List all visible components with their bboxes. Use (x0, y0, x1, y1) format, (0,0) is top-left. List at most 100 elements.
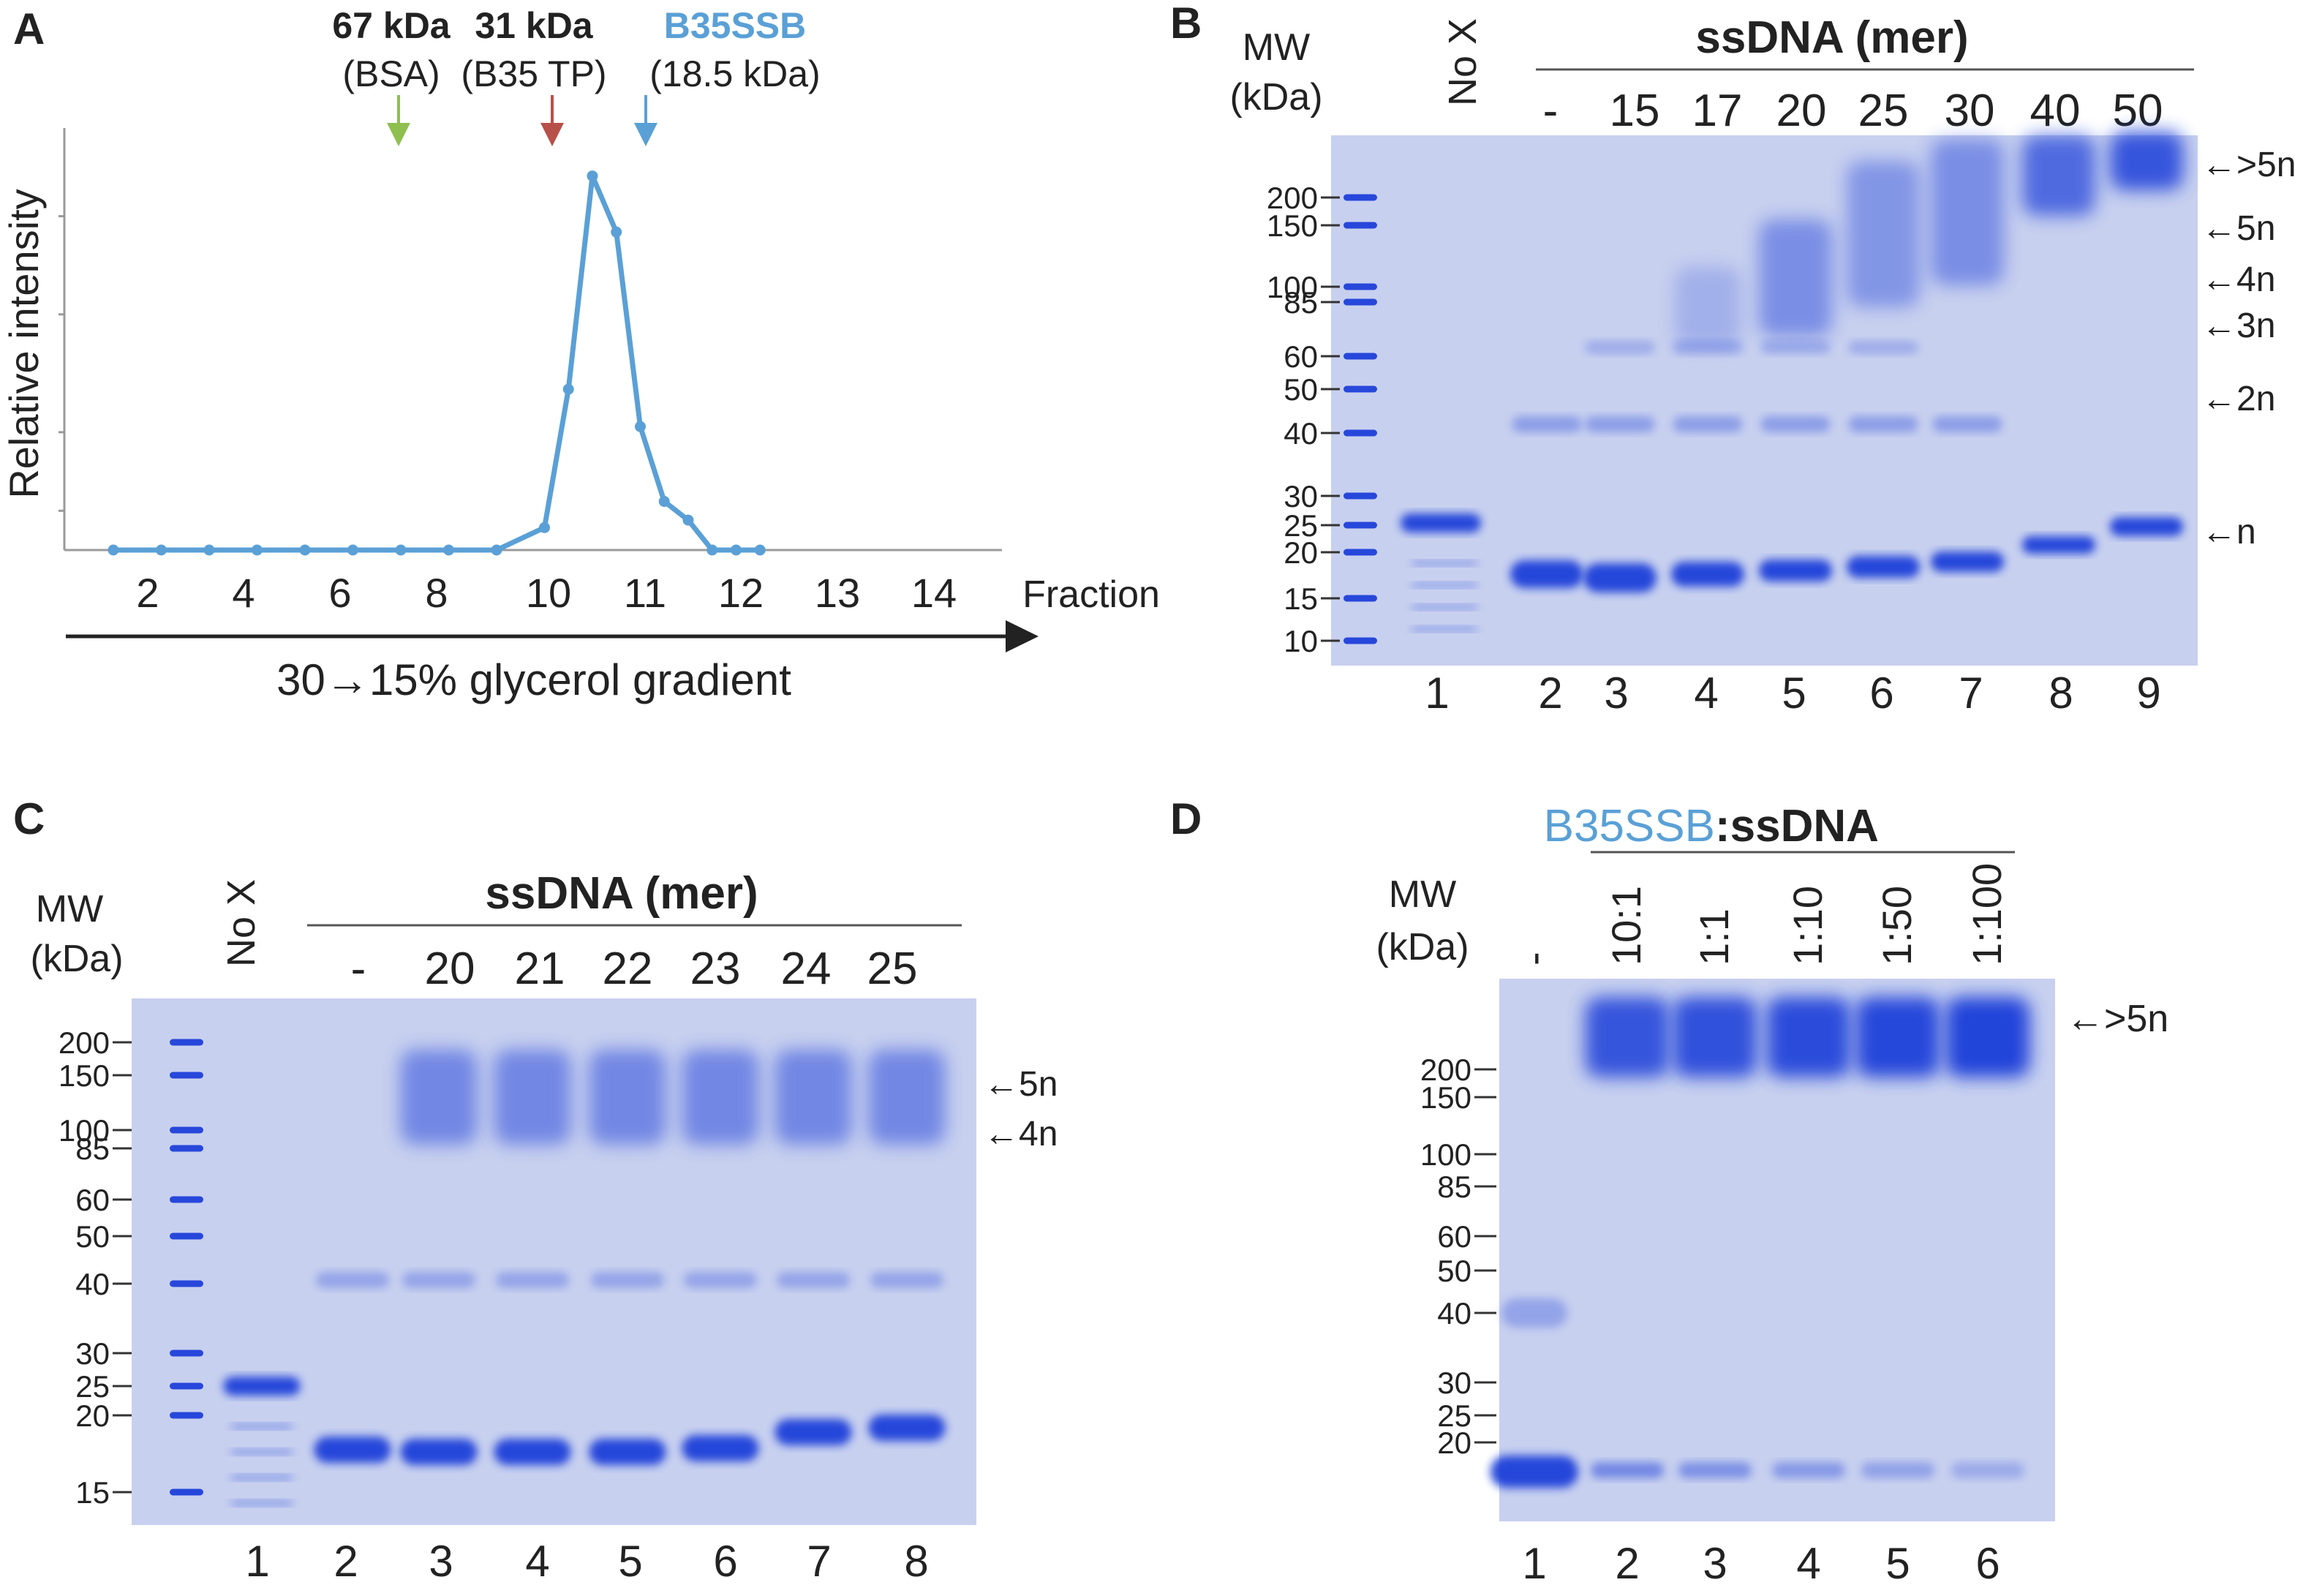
monomer-band-b (1510, 560, 1583, 588)
data-point (156, 544, 167, 556)
nox-minor-b (1412, 560, 1477, 566)
x-tick-label: 4 (232, 570, 255, 616)
mw-title-b-1: MW (1243, 26, 1310, 69)
mw-label-b: 150 (1267, 208, 1318, 243)
dimer-band-d (1501, 1298, 1567, 1328)
oligomer-smear-c (682, 1050, 759, 1145)
mw-label-b: 30 (1284, 479, 1318, 513)
sizes-c: - 20 21 22 23 24 25 (351, 944, 918, 994)
data-point (587, 170, 598, 182)
trimer-band-b (1585, 341, 1655, 354)
x-tick-label: 6 (328, 570, 351, 616)
nox-minor-c (230, 1423, 293, 1429)
ssdna-header-b: ssDNA (mer) (1695, 12, 1968, 63)
panel-a-letter: A (13, 4, 45, 53)
data-point (706, 544, 718, 556)
panel-c-letter: C (13, 794, 45, 843)
high-mw-smear-d (1855, 997, 1940, 1077)
x-tick-label: 13 (815, 570, 860, 616)
ladder-band (1343, 283, 1377, 290)
monomer-band-c (868, 1415, 946, 1441)
ladder-band (170, 1350, 203, 1357)
ladder-band (170, 1280, 203, 1287)
monomer-band-c (314, 1437, 391, 1463)
oligomer-labels-b: ←>5n ←5n ←4n ←3n ←2n ←n (2201, 146, 2296, 552)
dimer-band-b (1932, 416, 2002, 432)
dimer-band-b (1512, 416, 1582, 432)
dimer-band-c (870, 1272, 943, 1288)
ladder-band (1343, 298, 1377, 306)
oligomer-label-b: ←4n (2201, 260, 2275, 299)
gradient-label: 30→15% glycerol gradient (276, 655, 791, 704)
marker-tp-name: (B35 TP) (461, 53, 606, 94)
panel-b-letter: B (1170, 0, 1202, 48)
ladder-band (1343, 385, 1377, 393)
lane-number-d: 4 (1796, 1539, 1820, 1588)
mw-label-c: 25 (75, 1369, 110, 1404)
trimer-band-b (1760, 341, 1831, 354)
mw-title-d-2: (kDa) (1376, 926, 1469, 968)
ladder-band (170, 1126, 203, 1134)
data-point (682, 514, 694, 526)
monomer-band-b (1931, 552, 2004, 572)
monomer-band-c (775, 1419, 852, 1445)
gel-b-bands (1343, 132, 2183, 644)
monomer-band-b (1759, 560, 1832, 581)
lane-number-b: 9 (2136, 669, 2160, 718)
nox-band-c (223, 1377, 301, 1396)
lane-number-c: 1 (245, 1537, 269, 1586)
gradient-arrowhead (1006, 620, 1039, 652)
mw-title-c-2: (kDa) (30, 938, 123, 980)
data-point (347, 544, 358, 556)
oligomer-label-b: ←>5n (2201, 146, 2296, 184)
ratio-label-d: 1:1 (1691, 908, 1737, 965)
mw-label-b: 40 (1284, 416, 1318, 451)
oligomer-smear-b (2022, 135, 2095, 216)
size-label-b: 25 (1858, 86, 1909, 136)
high-mw-smear-d (1766, 997, 1851, 1077)
nox-minor-b (1412, 604, 1477, 610)
nox-label-c: No X (219, 879, 263, 967)
monomer-band-b (2022, 536, 2095, 554)
lane-number-b: 7 (1959, 669, 1983, 718)
size-label-b: - (1543, 86, 1559, 136)
ladder-band (170, 1039, 203, 1046)
mw-label-d: 50 (1437, 1254, 1471, 1288)
ladder-band (1343, 492, 1377, 500)
oligomer-labels-c: ←5n←4n (984, 1065, 1058, 1153)
high-mw-smear-d (1673, 997, 1757, 1077)
size-label-c: - (351, 944, 366, 994)
lane-number-d: 6 (1975, 1539, 2000, 1588)
lane-number-b: 1 (1425, 669, 1449, 718)
high-mw-smear-d (1945, 997, 2030, 1077)
size-label-b: 50 (2113, 86, 2163, 136)
mw-label-b: 200 (1267, 181, 1318, 215)
lane-number-b: 5 (1782, 669, 1806, 718)
mw-label-b: 60 (1284, 339, 1318, 374)
lane-number-c: 5 (618, 1537, 642, 1586)
monomer-band-c (589, 1439, 666, 1465)
lane-number-b: 3 (1604, 669, 1628, 718)
mw-label-c: 200 (59, 1025, 110, 1060)
panel-d-letter: D (1170, 794, 1202, 843)
mw-label-c: 85 (75, 1132, 110, 1166)
data-point (731, 544, 742, 556)
monomer-band-d (1678, 1462, 1752, 1478)
mw-label-c: 60 (75, 1183, 110, 1217)
oligomer-label-b: ←n (2201, 513, 2256, 552)
panel-c: C MW (kDa) No X ssDNA (mer) -20 21 22 23 24 2… (13, 794, 1058, 1586)
mw-label-d: 100 (1420, 1137, 1471, 1172)
dimer-band-c (316, 1272, 389, 1288)
size-label-b: 17 (1692, 86, 1743, 136)
mw-title-b-2: (kDa) (1229, 76, 1322, 118)
lane-number-c: 4 (525, 1537, 549, 1586)
ratio-label-d: 1:10 (1785, 886, 1831, 965)
mw-title-c-1: MW (36, 888, 103, 930)
lane-number-c: 2 (333, 1537, 358, 1586)
nox-minor-c (230, 1449, 293, 1455)
mw-label-b: 50 (1284, 372, 1318, 407)
monomer-band-c (400, 1439, 478, 1465)
lane-number-d: 3 (1703, 1539, 1727, 1588)
marker-tp-mw: 31 kDa (475, 5, 593, 46)
